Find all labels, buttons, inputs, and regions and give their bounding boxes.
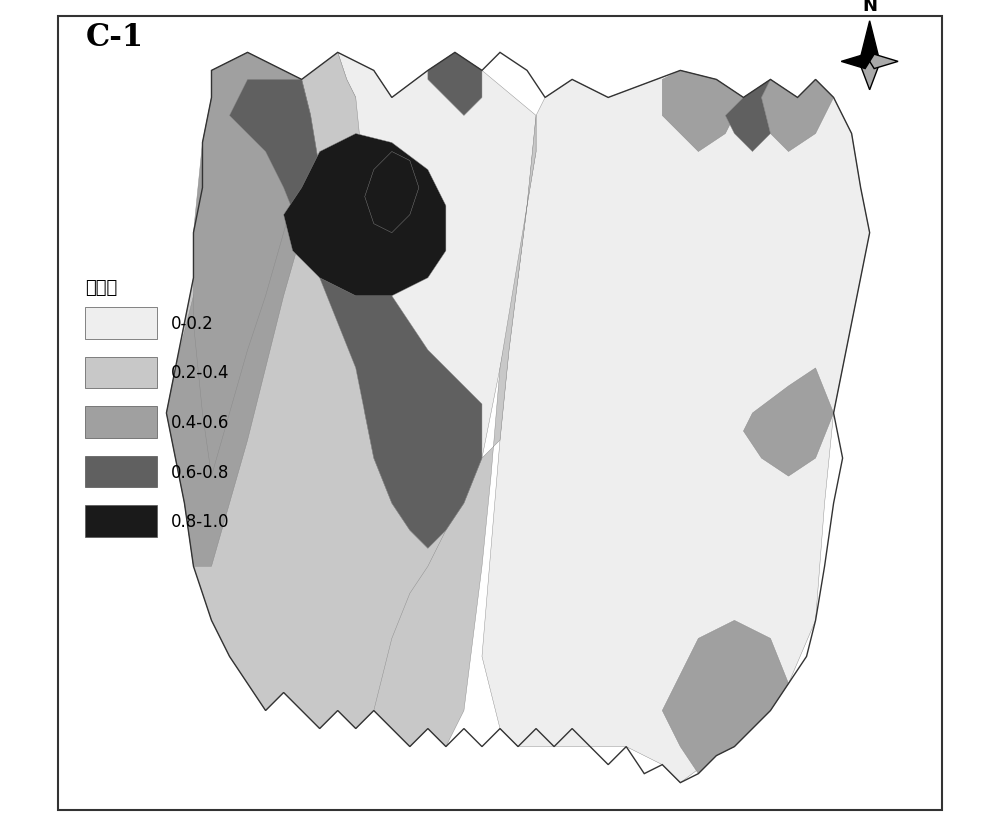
Polygon shape bbox=[482, 71, 870, 782]
Bar bbox=[85, 407, 157, 438]
Text: N: N bbox=[862, 0, 877, 15]
Polygon shape bbox=[725, 80, 770, 152]
Text: C-1: C-1 bbox=[85, 22, 143, 53]
Polygon shape bbox=[428, 53, 482, 117]
Polygon shape bbox=[861, 22, 879, 62]
Text: 0.8-1.0: 0.8-1.0 bbox=[171, 513, 229, 531]
Text: 隶属度: 隶属度 bbox=[85, 279, 118, 296]
Polygon shape bbox=[365, 152, 419, 233]
Text: 0.2-0.4: 0.2-0.4 bbox=[171, 364, 229, 382]
Polygon shape bbox=[230, 80, 482, 548]
Polygon shape bbox=[662, 71, 743, 152]
Polygon shape bbox=[338, 53, 536, 548]
Text: 0-0.2: 0-0.2 bbox=[171, 314, 214, 332]
Bar bbox=[85, 308, 157, 339]
Polygon shape bbox=[861, 62, 879, 91]
Bar bbox=[85, 357, 157, 389]
Text: 0.4-0.6: 0.4-0.6 bbox=[171, 414, 229, 432]
Polygon shape bbox=[166, 53, 482, 729]
Polygon shape bbox=[193, 53, 311, 476]
Polygon shape bbox=[841, 55, 870, 69]
Bar bbox=[85, 457, 157, 488]
Text: 0.6-0.8: 0.6-0.8 bbox=[171, 463, 229, 481]
Polygon shape bbox=[743, 369, 834, 476]
Polygon shape bbox=[374, 117, 536, 747]
Polygon shape bbox=[870, 55, 898, 69]
Polygon shape bbox=[166, 53, 320, 566]
Polygon shape bbox=[662, 620, 789, 774]
Bar bbox=[85, 506, 157, 538]
Polygon shape bbox=[284, 134, 446, 296]
Polygon shape bbox=[761, 80, 834, 152]
